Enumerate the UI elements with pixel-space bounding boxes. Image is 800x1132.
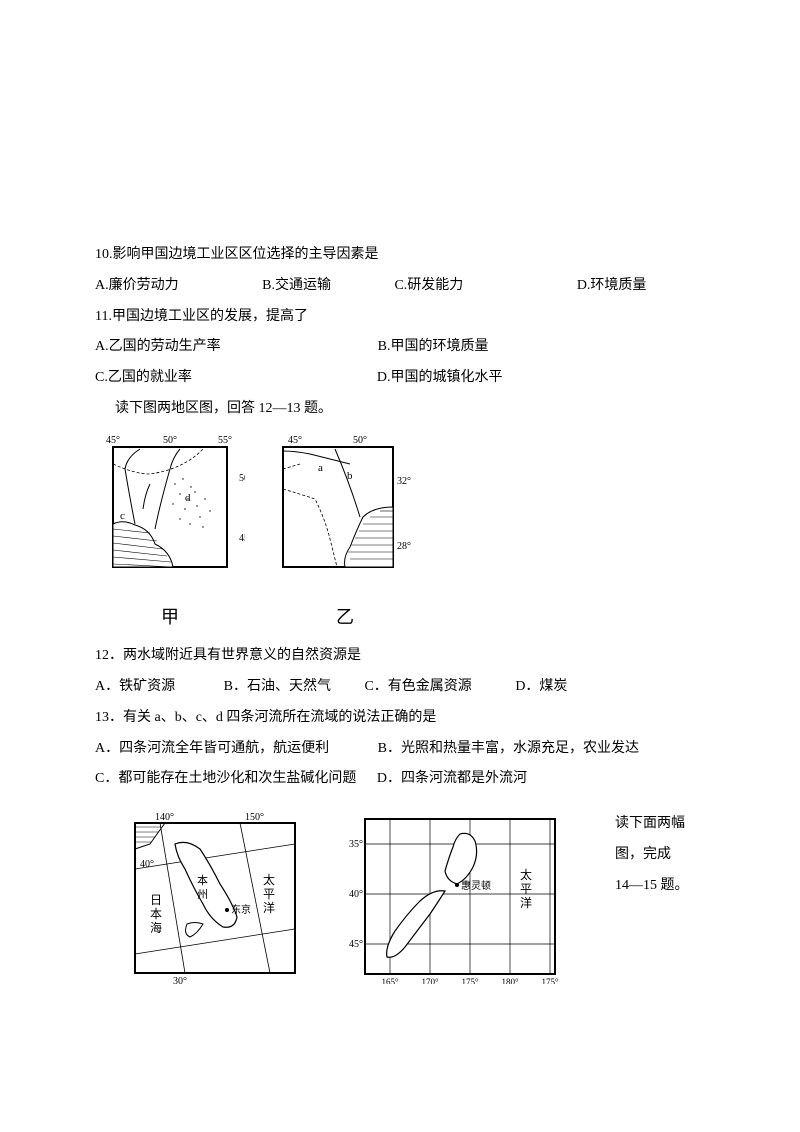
- q10-C: C.研发能力: [394, 278, 463, 293]
- q13-row2: C．都可能存在土地沙化和次生盐碱化问题 D．四条河流都是外流河: [95, 764, 705, 795]
- q11-row2: C.乙国的就业率 D.甲国的城镇化水平: [95, 363, 705, 394]
- jp-lon1: 140°: [155, 812, 174, 823]
- q12-D: D．煤炭: [515, 679, 567, 694]
- jp-sea: 日本海: [150, 893, 162, 935]
- maps-jia-yi: 45° 50° 55° 50° 45°: [95, 429, 705, 637]
- nz-lon4: 180°: [501, 977, 519, 984]
- jia-lat1: 50°: [239, 473, 245, 484]
- map-nz: 35° 40° 45° 165° 170° 175° 180° 175° 惠灵顿…: [345, 809, 565, 997]
- q11-D: D.甲国的城镇化水平: [377, 370, 503, 385]
- jia-caption: 甲: [95, 598, 245, 638]
- jp-tokyo: 东京: [231, 903, 251, 916]
- q10-A: A.廉价劳动力: [95, 278, 179, 293]
- q13-row1: A．四条河流全年皆可通航，航运便利 B．光照和热量丰富，水源充足，农业发达: [95, 734, 705, 765]
- jp-lon2: 150°: [245, 812, 264, 823]
- nz-lon3: 175°: [461, 977, 479, 984]
- q13-C: C．都可能存在土地沙化和次生盐碱化问题: [95, 771, 356, 786]
- q10-stem: 10.影响甲国边境工业区区位选择的主导因素是: [95, 240, 705, 271]
- jia-lon3: 55°: [218, 435, 232, 446]
- jp-pacific: 太平洋: [263, 872, 275, 915]
- q13-A: A．四条河流全年皆可通航，航运便利: [95, 741, 329, 756]
- q13-D: D．四条河流都是外流河: [377, 771, 527, 786]
- jia-d: d: [185, 492, 191, 504]
- nz-lon1: 165°: [381, 977, 399, 984]
- yi-a: a: [318, 462, 323, 474]
- yi-lon2: 50°: [353, 435, 367, 446]
- jia-lon2: 50°: [163, 435, 177, 446]
- map-jia: 45° 50° 55° 50° 45°: [95, 429, 245, 637]
- nz-wellington: 惠灵顿: [461, 879, 491, 892]
- intro-14-15a: 读下面两幅图，完成: [615, 809, 705, 871]
- q11-row1: A.乙国的劳动生产率 B.甲国的环境质量: [95, 332, 705, 363]
- yi-lon1: 45°: [288, 435, 302, 446]
- yi-b: b: [347, 470, 353, 482]
- jia-lat2: 45°: [239, 533, 245, 544]
- q12-C: C．有色金属资源: [364, 679, 471, 694]
- map-japan: 140° 150° 40° 30° 日本海 本州 东京 太平洋: [125, 809, 305, 997]
- q11-A: A.乙国的劳动生产率: [95, 339, 221, 354]
- q11-stem: 11.甲国边境工业区的发展，提高了: [95, 302, 705, 333]
- q11-B: B.甲国的环境质量: [378, 339, 489, 354]
- nz-pacific: 太平洋: [520, 867, 532, 910]
- q11-C: C.乙国的就业率: [95, 370, 192, 385]
- nz-lat3: 45°: [349, 939, 363, 950]
- intro-12-13: 读下图两地区图，回答 12—13 题。: [95, 394, 705, 425]
- nz-lon2: 170°: [421, 977, 439, 984]
- q13-B: B．光照和热量丰富，水源充足，农业发达: [378, 741, 639, 756]
- jp-lat2: 30°: [173, 976, 187, 984]
- q12-B: B．石油、天然气: [224, 679, 331, 694]
- yi-lat2: 28°: [397, 541, 411, 552]
- yi-lat1: 32°: [397, 476, 411, 487]
- q10-D: D.环境质量: [577, 278, 647, 293]
- q12-stem: 12．两水域附近具有世界意义的自然资源是: [95, 641, 705, 672]
- q10-B: B.交通运输: [262, 278, 331, 293]
- maps-japan-nz: 140° 150° 40° 30° 日本海 本州 东京 太平洋: [125, 809, 705, 997]
- exam-content: 10.影响甲国边境工业区区位选择的主导因素是 A.廉价劳动力 B.交通运输 C.…: [0, 0, 800, 1037]
- intro-14-15b: 14—15 题。: [615, 871, 705, 902]
- q13-stem: 13．有关 a、b、c、d 四条河流所在流域的说法正确的是: [95, 703, 705, 734]
- nz-lon5: 175°: [541, 977, 559, 984]
- nz-lat2: 40°: [349, 889, 363, 900]
- yi-caption: 乙: [265, 598, 425, 638]
- jp-lat1: 40°: [140, 859, 154, 870]
- jia-c: c: [120, 510, 125, 522]
- q12-A: A．铁矿资源: [95, 679, 175, 694]
- q10-options: A.廉价劳动力 B.交通运输 C.研发能力 D.环境质量: [95, 271, 705, 302]
- intro-14-15: 读下面两幅图，完成 14—15 题。: [615, 809, 705, 901]
- map-yi: 45° 50° 32° 28° a b: [265, 429, 425, 637]
- q12-options: A．铁矿资源 B．石油、天然气 C．有色金属资源 D．煤炭: [95, 672, 705, 703]
- jia-lon1: 45°: [106, 435, 120, 446]
- nz-lat1: 35°: [349, 839, 363, 850]
